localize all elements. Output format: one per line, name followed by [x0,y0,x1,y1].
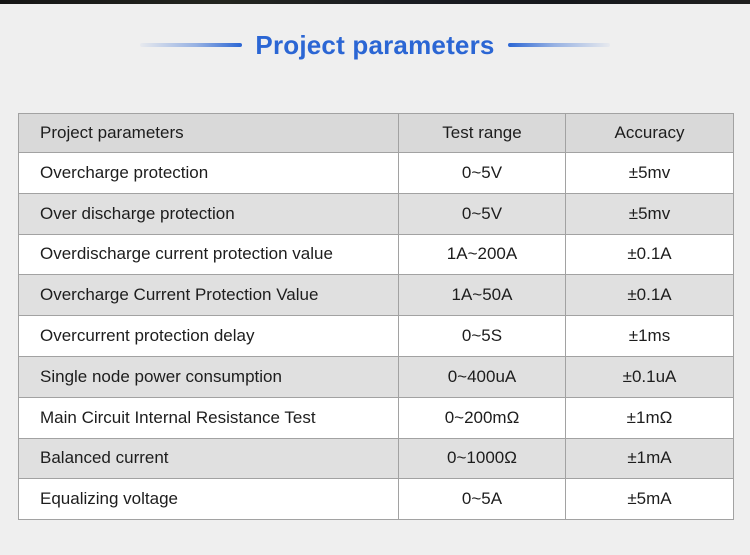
table-header-row: Project parameters Test range Accuracy [18,113,734,153]
cell-accuracy: ±0.1A [565,233,734,276]
table-row: Equalizing voltage 0~5A ±5mA [18,478,734,521]
table-row: Balanced current 0~1000Ω ±1mA [18,437,734,480]
cell-accuracy: ±0.1uA [565,355,734,398]
cell-parameter-name: Overcharge protection [18,152,399,194]
table-row: Single node power consumption 0~400uA ±0… [18,355,734,398]
table-row: Main Circuit Internal Resistance Test 0~… [18,396,734,439]
section-title-row: Project parameters [0,28,750,62]
cell-test-range: 1A~200A [398,233,566,276]
cell-test-range: 1A~50A [398,274,566,317]
cell-parameter-name: Overdischarge current protection value [18,233,399,276]
cell-test-range: 0~5V [398,192,566,235]
top-dark-strip [0,0,750,4]
title-divider-right [507,43,610,47]
cell-parameter-name: Single node power consumption [18,355,399,398]
cell-test-range: 0~5A [398,478,566,521]
cell-parameter-name: Overcurrent protection delay [18,315,399,357]
cell-accuracy: ±0.1A [565,274,734,317]
cell-accuracy: ±5mA [565,478,734,521]
cell-parameter-name: Over discharge protection [18,192,399,235]
cell-accuracy: ±1ms [565,315,734,357]
column-header-test-range: Test range [398,113,566,153]
table-row: Overcharge protection 0~5V ±5mv [18,152,734,194]
cell-accuracy: ±5mv [565,192,734,235]
cell-parameter-name: Balanced current [18,437,399,480]
cell-test-range: 0~400uA [398,355,566,398]
cell-test-range: 0~5V [398,152,566,194]
table-row: Overdischarge current protection value 1… [18,233,734,276]
table-row: Overcurrent protection delay 0~5S ±1ms [18,315,734,357]
cell-test-range: 0~1000Ω [398,437,566,480]
cell-accuracy: ±5mv [565,152,734,194]
cell-test-range: 0~200mΩ [398,396,566,439]
table-row: Over discharge protection 0~5V ±5mv [18,192,734,235]
cell-parameter-name: Equalizing voltage [18,478,399,521]
cell-parameter-name: Overcharge Current Protection Value [18,274,399,317]
cell-test-range: 0~5S [398,315,566,357]
table-row: Overcharge Current Protection Value 1A~5… [18,274,734,317]
column-header-project-parameters: Project parameters [18,113,399,153]
title-divider-left [140,43,243,47]
column-header-accuracy: Accuracy [565,113,734,153]
cell-accuracy: ±1mΩ [565,396,734,439]
parameters-table: Project parameters Test range Accuracy O… [18,113,734,521]
cell-accuracy: ±1mA [565,437,734,480]
page-title: Project parameters [255,29,495,60]
cell-parameter-name: Main Circuit Internal Resistance Test [18,396,399,439]
